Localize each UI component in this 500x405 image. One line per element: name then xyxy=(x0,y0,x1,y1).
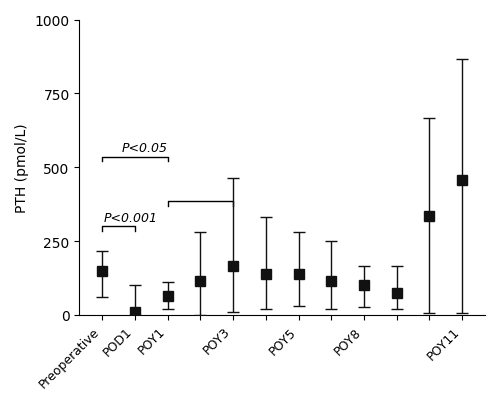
Text: P<0.001: P<0.001 xyxy=(104,211,158,224)
Text: P<0.05: P<0.05 xyxy=(122,142,168,155)
Y-axis label: PTH (pmol/L): PTH (pmol/L) xyxy=(15,123,29,213)
